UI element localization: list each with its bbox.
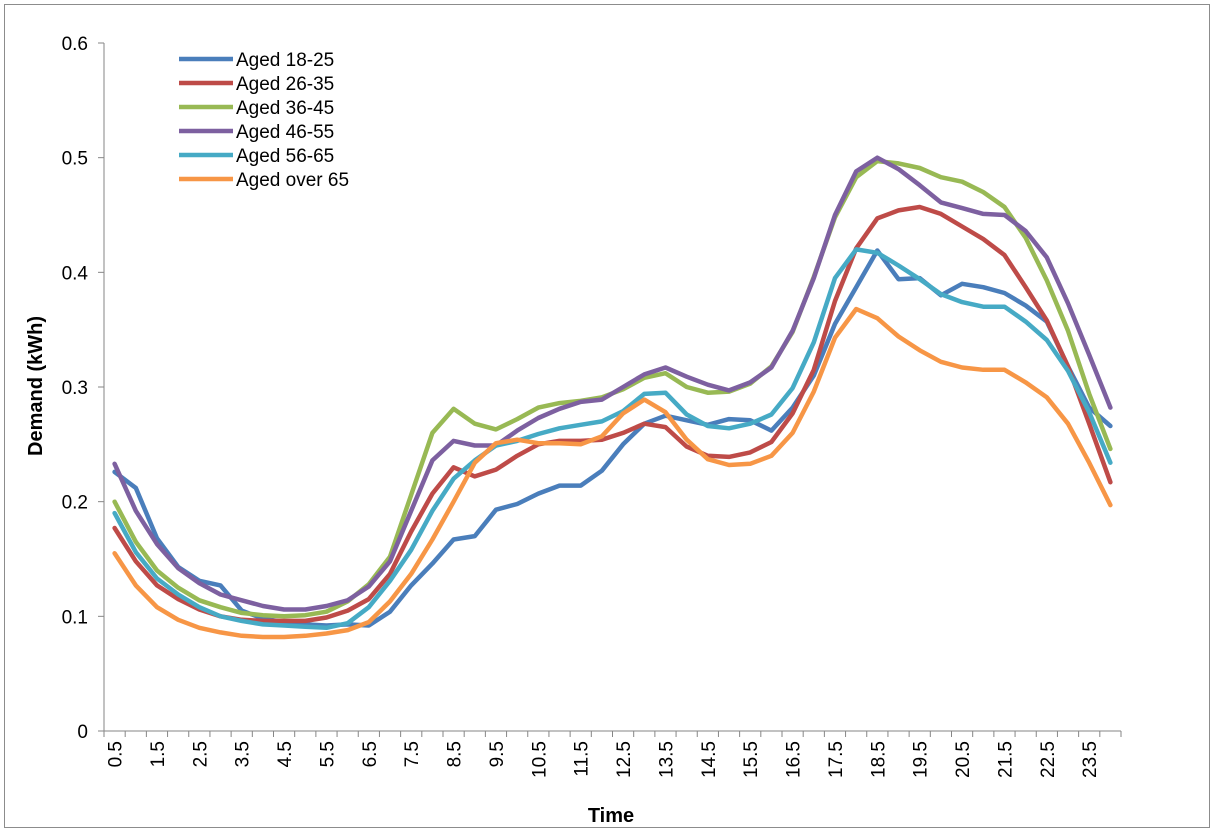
x-tick-label: 8.5 [445, 741, 466, 767]
legend-entry: Aged 18-25 [179, 50, 334, 71]
y-tick-label: 0.2 [62, 493, 88, 514]
y-tick-label: 0.1 [62, 607, 88, 628]
y-axis: 0 0.1 0.2 0.3 0.4 0.5 0.6 [62, 34, 105, 743]
x-tick-label: 9.5 [487, 741, 508, 767]
y-tick-label: 0.4 [62, 263, 89, 284]
chart-area [4, 4, 1210, 828]
series-line-5 [112, 247, 1113, 631]
series-line-3 [112, 158, 1113, 619]
legend-entry: Aged 36-45 [179, 98, 334, 119]
series-line-2 [112, 204, 1113, 624]
x-tick-label: 1.5 [148, 741, 169, 767]
x-tick-label: 11.5 [572, 741, 593, 777]
x-tick-label: 20.5 [953, 741, 974, 778]
x-tick-label: 14.5 [699, 741, 720, 778]
x-tick-label: 6.5 [360, 741, 381, 767]
x-axis-title: Time [588, 805, 634, 827]
x-tick-label: 22.5 [1038, 741, 1059, 778]
legend-entry: Aged 26-35 [179, 74, 334, 95]
legend-label: Aged 46-55 [236, 122, 334, 143]
x-tick-label: 21.5 [995, 741, 1016, 778]
legend: Aged 18-25 Aged 26-35 Aged 36-45 Aged 46-55… [179, 50, 349, 191]
x-tick-label: 2.5 [190, 741, 211, 767]
y-tick-label: 0.3 [62, 378, 88, 399]
legend-label: Aged 56-65 [236, 146, 334, 167]
series-layer [112, 155, 1113, 640]
legend-entry: Aged 56-65 [179, 146, 334, 167]
x-tick-label: 3.5 [233, 741, 254, 767]
y-tick-label: 0 [77, 722, 88, 743]
legend-label: Aged 26-35 [236, 74, 334, 95]
x-tick-label: 7.5 [402, 741, 423, 767]
x-tick-label: 15.5 [741, 741, 762, 778]
x-tick-label: 0.5 [106, 741, 127, 767]
x-tick-label: 19.5 [911, 741, 932, 778]
x-tick-label: 12.5 [614, 741, 635, 778]
x-axis: 0.5 1.5 2.5 3.5 4.5 5.5 6.5 7.5 8.5 9.5 10.5 11.5 12… [103, 730, 1122, 778]
x-tick-label: 18.5 [868, 741, 889, 778]
y-tick-label: 0.6 [62, 34, 88, 55]
x-tick-label: 13.5 [656, 741, 677, 778]
legend-label: Aged over 65 [236, 170, 349, 191]
x-tick-label: 10.5 [529, 741, 550, 778]
y-tick-label: 0.5 [62, 149, 88, 170]
x-tick-label: 17.5 [826, 741, 847, 778]
series-line-4 [112, 155, 1113, 612]
x-tick-label: 4.5 [275, 741, 296, 767]
x-tick-label: 5.5 [317, 741, 338, 767]
legend-entry: Aged over 65 [179, 170, 349, 191]
x-tick-label: 16.5 [784, 741, 805, 778]
series-line-6 [112, 306, 1113, 640]
legend-label: Aged 18-25 [236, 50, 334, 71]
legend-label: Aged 36-45 [236, 98, 334, 119]
x-tick-label: 23.5 [1080, 741, 1101, 778]
legend-entry: Aged 46-55 [179, 122, 334, 143]
y-axis-title: Demand (kWh) [25, 316, 47, 456]
